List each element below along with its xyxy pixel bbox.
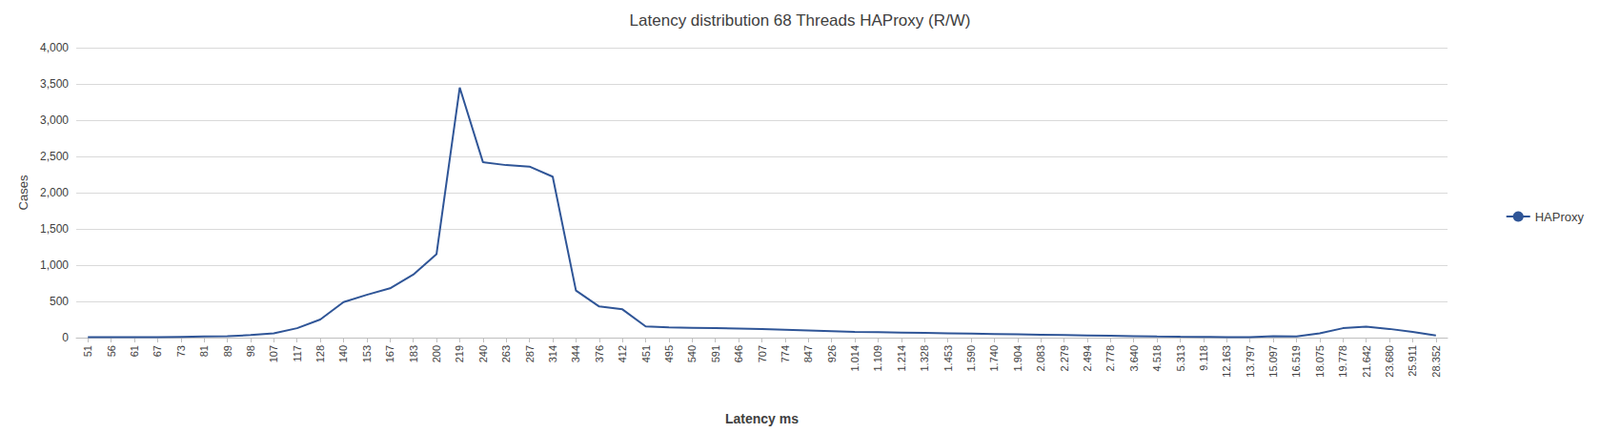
svg-text:61: 61 <box>128 344 141 357</box>
svg-text:167: 167 <box>384 344 396 363</box>
svg-text:98: 98 <box>244 344 257 357</box>
svg-text:5.313: 5.313 <box>1174 344 1187 372</box>
svg-text:89: 89 <box>222 344 234 357</box>
svg-text:344: 344 <box>569 344 582 363</box>
svg-text:81: 81 <box>198 344 210 357</box>
svg-text:25.911: 25.911 <box>1406 344 1418 377</box>
svg-text:646: 646 <box>732 344 745 363</box>
svg-text:2,000: 2,000 <box>40 185 69 200</box>
svg-text:56: 56 <box>105 344 118 357</box>
svg-text:1,000: 1,000 <box>40 258 69 272</box>
svg-text:1.014: 1.014 <box>849 344 861 372</box>
svg-text:2.083: 2.083 <box>1034 344 1047 372</box>
svg-text:1.453: 1.453 <box>942 344 954 372</box>
svg-text:9.118: 9.118 <box>1197 344 1210 371</box>
svg-text:2.279: 2.279 <box>1058 344 1071 372</box>
svg-text:500: 500 <box>49 294 69 308</box>
svg-text:117: 117 <box>291 344 304 363</box>
svg-text:707: 707 <box>756 344 769 363</box>
svg-text:0: 0 <box>61 330 69 345</box>
svg-text:13.797: 13.797 <box>1244 344 1256 378</box>
svg-text:1.590: 1.590 <box>965 344 977 372</box>
svg-text:263: 263 <box>500 344 512 363</box>
svg-text:12.163: 12.163 <box>1220 344 1233 378</box>
svg-text:2,500: 2,500 <box>40 149 69 163</box>
svg-text:28.352: 28.352 <box>1430 344 1442 378</box>
svg-text:19.778: 19.778 <box>1336 344 1349 378</box>
svg-text:153: 153 <box>361 344 373 363</box>
svg-text:376: 376 <box>593 344 606 363</box>
svg-text:287: 287 <box>524 344 536 363</box>
svg-text:183: 183 <box>407 344 420 363</box>
svg-text:4,000: 4,000 <box>40 40 69 55</box>
svg-text:495: 495 <box>663 344 675 363</box>
svg-text:128: 128 <box>314 344 326 363</box>
svg-text:412: 412 <box>616 344 628 363</box>
svg-text:Cases: Cases <box>16 174 31 210</box>
svg-text:1,500: 1,500 <box>40 222 69 236</box>
svg-text:51: 51 <box>81 344 94 357</box>
svg-text:4.518: 4.518 <box>1151 344 1163 372</box>
svg-text:1.904: 1.904 <box>1012 344 1024 372</box>
svg-text:140: 140 <box>337 344 349 363</box>
svg-text:451: 451 <box>640 344 652 363</box>
svg-text:18.075: 18.075 <box>1314 344 1326 378</box>
svg-text:1.214: 1.214 <box>895 344 908 372</box>
svg-text:3,000: 3,000 <box>40 113 69 127</box>
svg-text:219: 219 <box>453 344 466 363</box>
svg-text:107: 107 <box>267 344 280 363</box>
svg-text:Latency distribution 68 Thread: Latency distribution 68 Threads HAProxy … <box>629 11 972 30</box>
svg-text:926: 926 <box>826 344 838 363</box>
svg-text:1.109: 1.109 <box>871 344 884 372</box>
svg-text:314: 314 <box>546 344 559 363</box>
svg-text:HAProxy: HAProxy <box>1535 209 1585 224</box>
svg-text:3.640: 3.640 <box>1128 344 1140 372</box>
svg-text:3,500: 3,500 <box>40 77 69 91</box>
svg-text:847: 847 <box>802 344 814 363</box>
svg-text:73: 73 <box>175 344 187 357</box>
svg-text:16.519: 16.519 <box>1290 344 1302 378</box>
svg-text:67: 67 <box>151 344 163 357</box>
svg-text:540: 540 <box>686 344 698 363</box>
svg-text:2.778: 2.778 <box>1104 344 1116 372</box>
svg-text:15.097: 15.097 <box>1267 344 1279 378</box>
svg-text:240: 240 <box>477 344 489 363</box>
svg-text:2.494: 2.494 <box>1081 344 1094 372</box>
svg-text:21.642: 21.642 <box>1360 344 1373 378</box>
svg-text:1.328: 1.328 <box>918 344 931 372</box>
svg-text:1.740: 1.740 <box>988 344 1000 372</box>
svg-text:Latency ms: Latency ms <box>725 410 799 426</box>
svg-text:774: 774 <box>779 344 791 363</box>
svg-text:23.680: 23.680 <box>1383 344 1396 378</box>
svg-text:591: 591 <box>709 344 722 363</box>
svg-text:200: 200 <box>430 344 443 363</box>
